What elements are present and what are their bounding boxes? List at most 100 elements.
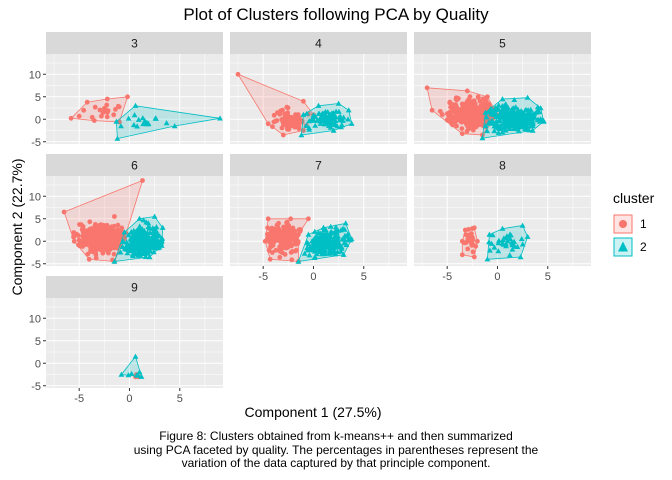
facet-panel-8: 8 -5 0 5: [414, 154, 591, 283]
cluster-2-point: [132, 353, 139, 359]
cluster-2-point: [497, 117, 503, 123]
cluster-1-point: [473, 123, 479, 128]
cluster-2-point: [138, 229, 145, 235]
cluster-2-point: [124, 242, 131, 248]
cluster-1-point: [97, 107, 103, 113]
cluster-1-point: [464, 114, 470, 120]
cluster-2-point: [145, 244, 152, 250]
cluster-1-point: [478, 103, 484, 109]
cluster-2-point: [306, 252, 313, 258]
cluster-1-point: [286, 226, 292, 232]
cluster-2-point: [118, 123, 124, 129]
facet-panel-4: 4: [230, 32, 407, 144]
cluster-1-point: [464, 129, 470, 134]
cluster-1-point: [79, 227, 85, 232]
cluster-2-point: [323, 241, 330, 247]
cluster-2-point: [128, 240, 135, 246]
cluster-1-point: [266, 248, 272, 253]
cluster-1-point: [298, 119, 303, 125]
cluster-2-point: [312, 253, 318, 259]
x-tick-label: -5: [258, 271, 268, 283]
cluster-2-point: [309, 242, 316, 248]
cluster-2-point: [319, 246, 325, 252]
cluster-2-point: [305, 231, 312, 237]
cluster-2-point: [142, 253, 149, 259]
cluster-1-point: [265, 121, 271, 127]
cluster-2-point: [134, 241, 140, 247]
cluster-2-point: [154, 236, 160, 242]
cluster-2-point: [135, 227, 141, 233]
cluster-1-point: [115, 103, 121, 109]
cluster-1-point: [77, 222, 82, 227]
cluster-1-point: [459, 131, 465, 137]
cluster-1-point: [451, 118, 457, 124]
cluster-1-point: [71, 230, 77, 235]
cluster-2-point: [146, 254, 153, 260]
cluster-2-point: [330, 235, 337, 241]
facet-strip: [46, 154, 223, 176]
y-tick-label: -5: [31, 137, 41, 149]
cluster-1-point: [292, 228, 298, 234]
cluster-2-point: [500, 237, 506, 243]
cluster-1-point: [459, 126, 465, 131]
cluster-2-point: [306, 125, 312, 130]
cluster-1-point: [286, 223, 292, 228]
cluster-2-point: [523, 121, 530, 127]
cluster-1-point: [454, 123, 459, 129]
x-tick-label: 5: [545, 271, 551, 283]
x-tick-label: 0: [310, 271, 316, 283]
cluster-2-point: [140, 217, 147, 223]
cluster-1-point: [277, 248, 283, 254]
cluster-2-point: [125, 115, 132, 121]
cluster-2-point: [136, 246, 143, 252]
y-tick-label: 10: [29, 191, 41, 203]
cluster-2-point: [324, 236, 331, 242]
cluster-2-point: [318, 114, 324, 120]
cluster-2-point: [348, 120, 355, 126]
cluster-1-point: [450, 122, 455, 128]
cluster-2-point: [488, 111, 495, 117]
cluster-2-point: [507, 231, 513, 237]
legend-key-circle-icon: [613, 214, 633, 233]
cluster-2-point: [322, 121, 328, 127]
cluster-1-point: [459, 252, 465, 258]
cluster-2-point: [331, 120, 338, 126]
cluster-2-point: [153, 115, 159, 121]
cluster-1-point: [103, 227, 109, 233]
cluster-2-point: [128, 370, 135, 376]
cluster-2-point: [495, 125, 502, 131]
cluster-2-point: [138, 237, 145, 243]
cluster-2-point: [147, 229, 153, 235]
cluster-2-point: [151, 213, 158, 219]
facet-strip-label: 6: [131, 159, 138, 173]
cluster-1-point: [85, 233, 90, 239]
cluster-2-point: [340, 251, 347, 257]
cluster-2-point: [521, 116, 528, 122]
cluster-1-point: [456, 96, 461, 101]
cluster-2-point: [333, 240, 340, 246]
cluster-2-point: [131, 122, 137, 128]
cluster-2-point: [147, 248, 154, 254]
cluster-2-point: [303, 110, 310, 116]
cluster-2-point: [120, 238, 127, 244]
cluster-2-point: [327, 248, 333, 254]
cluster-2-point: [488, 240, 495, 246]
y-tick-label: 10: [29, 313, 41, 325]
cluster-2-point: [491, 107, 498, 113]
y-axis-label: Component 2 (22.7%): [9, 158, 25, 296]
cluster-1-point: [100, 250, 106, 256]
facet-strip-label: 9: [131, 281, 138, 295]
cluster-2-point: [509, 246, 516, 252]
cluster-1-point: [463, 232, 469, 238]
cluster-2-point: [140, 241, 147, 247]
cluster-1-point: [89, 234, 95, 240]
cluster-1-point: [101, 239, 107, 245]
cluster-1-point: [289, 257, 295, 263]
y-tick-label: 0: [35, 358, 41, 370]
cluster-1-point: [296, 126, 302, 132]
cluster-2-point: [334, 244, 341, 250]
cluster-2-point: [484, 128, 490, 134]
cluster-2-point: [113, 118, 120, 124]
cluster-1-point: [478, 110, 484, 116]
cluster-1-point: [235, 71, 241, 77]
